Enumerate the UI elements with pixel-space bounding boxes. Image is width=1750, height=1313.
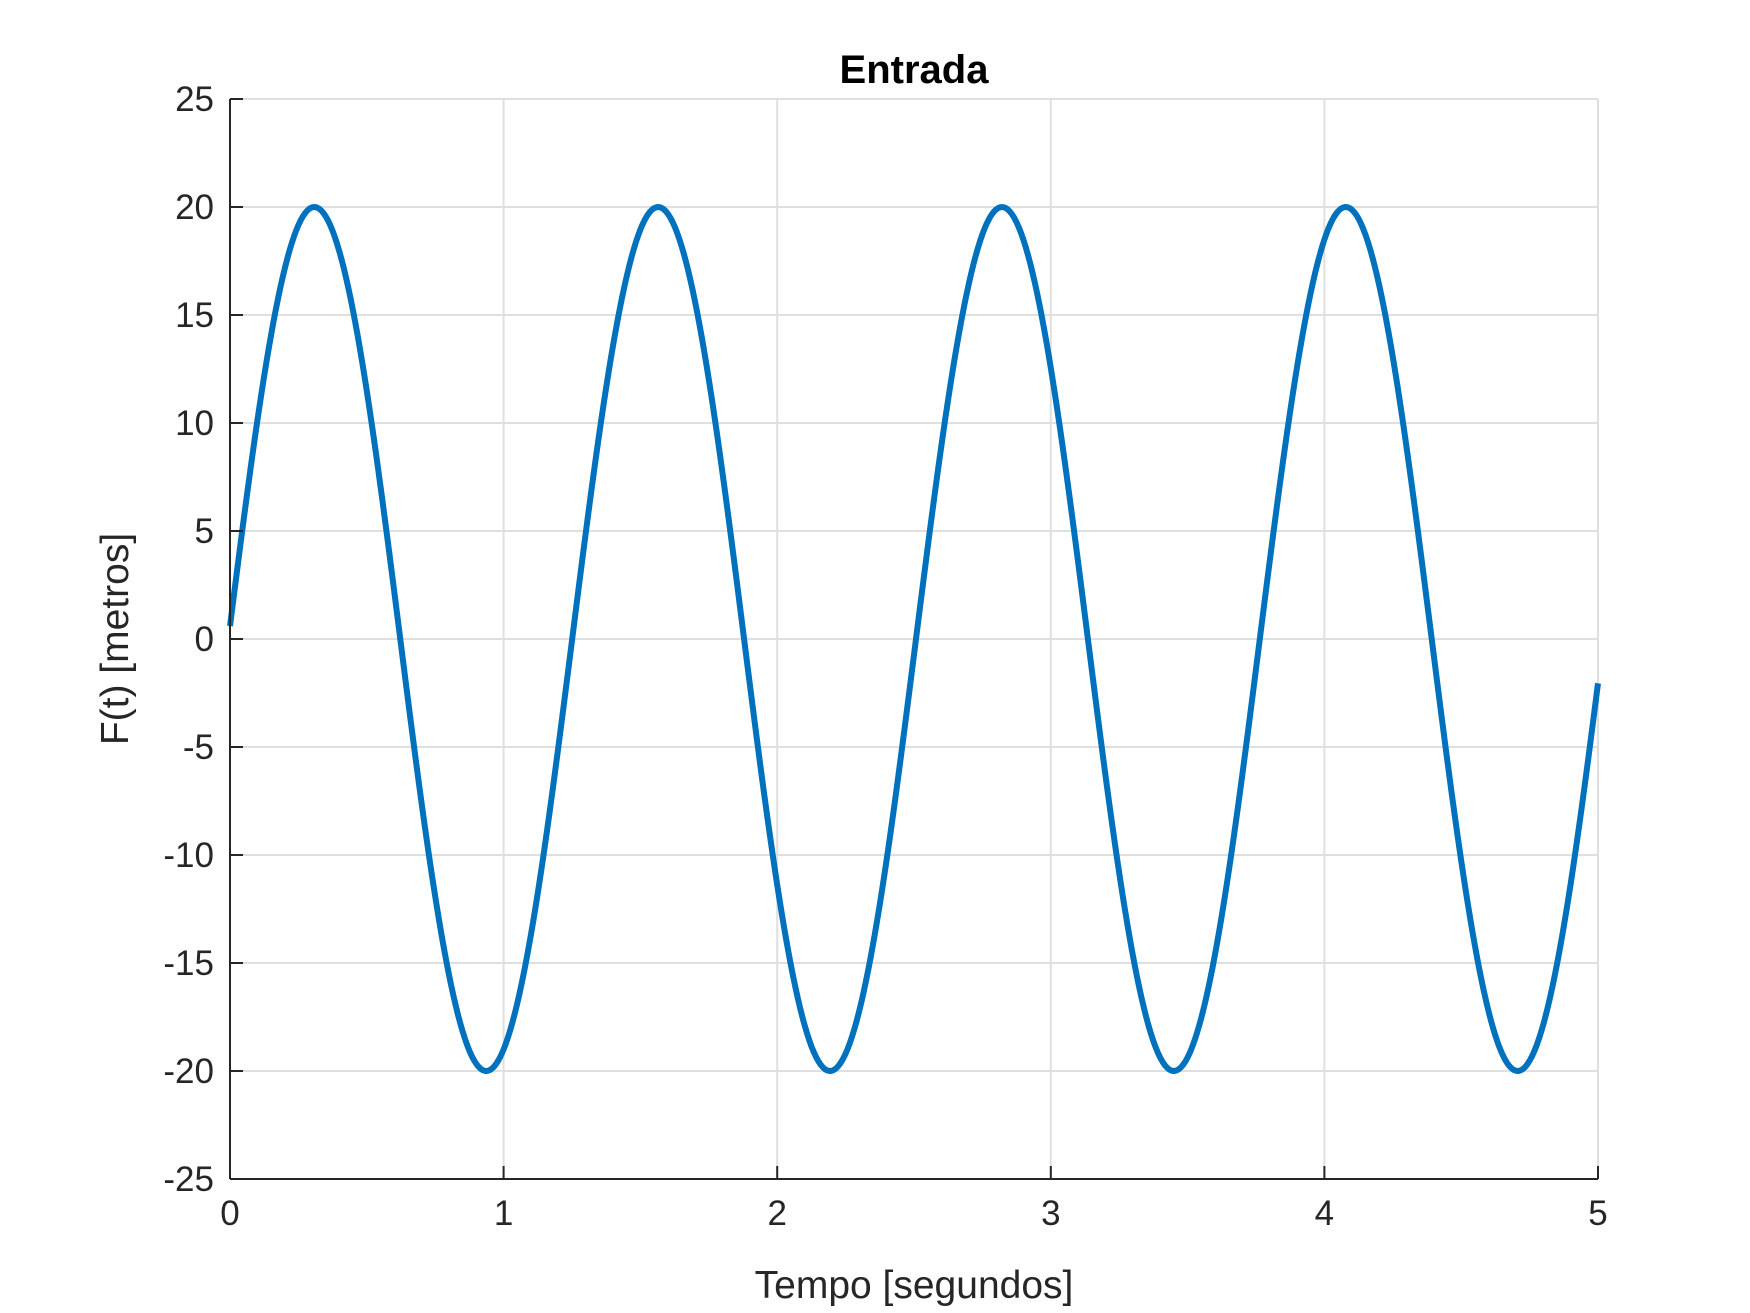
y-tick-label: 15 [175, 296, 214, 335]
x-tick-label: 5 [1588, 1194, 1607, 1233]
x-tick-label: 2 [767, 1194, 786, 1233]
y-tick-label: -20 [163, 1052, 214, 1091]
chart-title: Entrada [840, 48, 990, 92]
x-tick-label: 4 [1315, 1194, 1334, 1233]
axes [229, 98, 1599, 1180]
y-tick-label: 5 [195, 512, 214, 551]
tick-labels: 0 1 2 3 4 5 25 20 15 10 5 0 -5 -10 -15 -20 -25 [163, 80, 1607, 1233]
series-line-0 [227, 204, 1601, 1074]
x-tick-label: 3 [1041, 1194, 1060, 1233]
series-layer [227, 204, 1601, 1074]
y-tick-label: 20 [175, 188, 214, 227]
y-axis-label: F(t) [metros] [94, 533, 137, 745]
grid-lines [230, 98, 1599, 1179]
x-tick-label: 1 [494, 1194, 513, 1233]
y-tick-label: -15 [163, 944, 214, 983]
y-tick-label: 10 [175, 404, 214, 443]
y-tick-label: -5 [183, 728, 214, 767]
x-tick-label: 0 [220, 1194, 239, 1233]
y-tick-label: 0 [195, 620, 214, 659]
y-tick-label: 25 [175, 80, 214, 119]
y-tick-label: -10 [163, 836, 214, 875]
y-tick-label: -25 [163, 1160, 214, 1199]
x-axis-label: Tempo [segundos] [755, 1264, 1074, 1307]
